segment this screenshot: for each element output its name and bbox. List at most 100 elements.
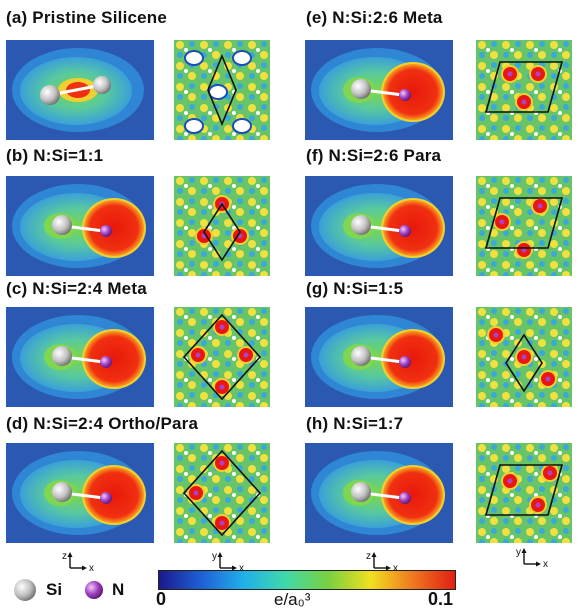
unit-cell — [484, 197, 564, 249]
n-atom — [193, 490, 199, 496]
axis-vertical-label: y — [212, 551, 217, 562]
n-atom — [219, 520, 225, 526]
si-atom — [351, 215, 371, 235]
axis-horizontal-label: x — [239, 563, 244, 572]
axis-yx-right: y x — [516, 547, 548, 568]
si-legend-label: Si — [46, 580, 63, 599]
axis-vertical-label: z — [62, 551, 67, 562]
axis-vertical-label: y — [516, 547, 521, 558]
n-atom — [521, 354, 527, 360]
n-atom — [507, 478, 513, 484]
bond-density-plot-h — [305, 443, 453, 543]
panel-title-c: (c) N:Si=2:4 Meta — [6, 279, 147, 298]
lattice-density-map — [476, 443, 572, 543]
panel-title-g: (g) N:Si=1:5 — [306, 279, 404, 298]
axis-horizontal-label: x — [393, 563, 398, 572]
lattice-density-plot-h — [476, 443, 572, 543]
panel-title-a: (a) Pristine Silicene — [6, 8, 168, 27]
axis-zx-left: z x — [62, 551, 94, 572]
si-atom — [52, 346, 72, 366]
n-atom — [521, 99, 527, 105]
n-atom — [399, 356, 411, 368]
bond-density-plot-g — [305, 307, 453, 407]
bond-density-plot-c — [6, 307, 154, 407]
panel-title-e: (e) N:Si:2:6 Meta — [306, 8, 443, 27]
colorbar-max-label: 0.1 — [428, 589, 454, 609]
axis-horizontal-label: x — [543, 559, 548, 568]
si-atom — [351, 346, 371, 366]
n-atom — [535, 71, 541, 77]
unit-cell — [182, 449, 262, 537]
n-atom — [100, 492, 112, 504]
si-atom — [93, 76, 111, 94]
n-charge-lobe — [383, 64, 443, 120]
lattice-hole — [184, 50, 204, 66]
bond-density-plot-e — [305, 40, 453, 140]
si-atom — [351, 79, 371, 99]
bond-density-plot-a — [6, 40, 154, 140]
n-atom — [493, 332, 499, 338]
n-atom — [507, 71, 513, 77]
lattice-density-plot-d — [174, 443, 270, 543]
lattice-density-plot-b — [174, 176, 270, 276]
n-atom — [219, 460, 225, 466]
n-atom — [537, 203, 543, 209]
bond-density-plot-f — [305, 176, 453, 276]
lattice-density-plot-f — [476, 176, 572, 276]
axis-horizontal-label: x — [89, 563, 94, 572]
lattice-density-plot-g — [476, 307, 572, 407]
unit-cell — [505, 333, 543, 393]
lattice-density-map — [476, 176, 572, 276]
panel-title-h: (h) N:Si=1:7 — [306, 414, 404, 433]
n-atom — [535, 502, 541, 508]
lattice-density-plot-a — [174, 40, 270, 140]
bond-density-plot-d — [6, 443, 154, 543]
n-charge-lobe — [84, 331, 144, 387]
panel-title-d: (d) N:Si=2:4 Ortho/Para — [6, 414, 199, 433]
n-atom — [219, 324, 225, 330]
axis-vertical-label: z — [366, 551, 371, 562]
axis-yx-left: y x — [212, 551, 244, 572]
legend-si: Si — [10, 578, 62, 602]
lattice-hole — [184, 118, 204, 134]
lattice-hole — [232, 50, 252, 66]
unit-cell — [484, 464, 564, 516]
panel-title-f: (f) N:Si=2:6 Para — [306, 146, 442, 165]
lattice-density-plot-e — [476, 40, 572, 140]
n-charge-lobe — [383, 331, 443, 387]
unit-cell — [484, 61, 564, 113]
n-atom — [399, 492, 411, 504]
n-atom — [195, 352, 201, 358]
legend-n: N — [82, 578, 124, 602]
unit-cell — [207, 53, 237, 127]
bond-density-plot-b — [6, 176, 154, 276]
si-atom — [40, 85, 60, 105]
n-atom — [545, 376, 551, 382]
unit-cell — [203, 202, 241, 262]
n-atom — [399, 89, 411, 101]
n-charge-lobe — [84, 467, 144, 523]
colorbar — [158, 570, 456, 590]
n-atom — [499, 219, 505, 225]
lattice-density-plot-c — [174, 307, 270, 407]
n-atom-icon — [85, 581, 103, 599]
n-charge-lobe — [383, 467, 443, 523]
n-atom — [547, 470, 553, 476]
n-atom — [100, 225, 112, 237]
n-atom — [399, 225, 411, 237]
panel-title-b: (b) N:Si=1:1 — [6, 146, 104, 165]
lattice-density-map — [476, 40, 572, 140]
n-atom — [219, 384, 225, 390]
si-atom — [52, 215, 72, 235]
unit-cell — [182, 313, 262, 401]
si-atom — [52, 482, 72, 502]
n-legend-label: N — [112, 580, 125, 599]
n-atom — [100, 356, 112, 368]
n-atom — [243, 352, 249, 358]
n-charge-lobe — [84, 200, 144, 256]
colorbar-min-label: 0 — [156, 589, 167, 609]
n-charge-lobe — [383, 200, 443, 256]
si-atom — [351, 482, 371, 502]
lattice-hole — [232, 118, 252, 134]
si-atom-icon — [14, 579, 36, 601]
